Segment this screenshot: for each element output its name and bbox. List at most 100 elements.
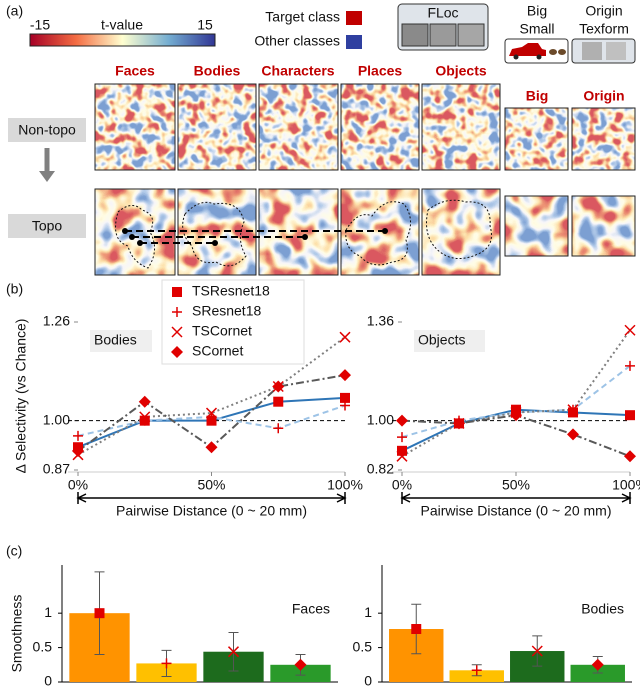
marker [411,624,421,634]
car-wheel [537,55,542,60]
column-header: Origin [583,88,624,104]
stimulus-thumb [402,24,428,46]
stimulus-label: Big [527,3,547,19]
colorbar-max: 15 [197,17,213,33]
non-topo-maps [95,84,635,170]
marker [567,428,579,440]
point [382,228,388,234]
x-tick-label: 50% [197,477,225,493]
x-axis-label: Pairwise Distance (0 ~ 20 mm) [116,503,307,519]
point [212,240,218,246]
t-map [505,196,568,256]
column-header: Bodies [194,63,241,79]
t-map [341,84,419,170]
legend-label: Other classes [254,33,340,49]
glasses-icon [558,49,566,55]
marker [95,608,105,618]
marker [625,410,635,420]
panel-label: (a) [6,3,23,19]
figure: (a) -15 t-value 15 Target class Other cl… [0,0,640,690]
stimulus-thumb [458,24,484,46]
t-map [572,108,635,170]
point [122,228,128,234]
colorbar [30,34,215,46]
y-tick-label: 1.36 [367,313,394,329]
x-tick-label: 100% [327,477,363,493]
x-axis-label: Pairwise Distance (0 ~ 20 mm) [420,503,611,519]
y-tick-label: 1.00 [43,411,70,427]
t-map [95,84,175,170]
y-tick-label: 1 [364,604,372,620]
marker [340,332,350,342]
x-tick-label: 100% [612,477,640,493]
chart-label: Faces [292,601,330,617]
t-map [422,189,500,275]
x-tick-label: 50% [502,477,530,493]
glasses-icon [549,49,557,55]
legend-swatch [346,35,362,49]
marker [625,325,635,335]
marker [397,446,407,456]
marker [139,396,151,408]
column-header: Faces [115,63,155,79]
point [137,240,143,246]
y-tick-label: 1.26 [43,313,70,329]
point [129,234,135,240]
arrow-head [39,171,55,182]
t-map [572,196,635,256]
row-label: Non-topo [18,122,76,138]
point [302,234,308,240]
legend-label: SCornet [192,343,243,359]
y-tick-label: 1.00 [367,411,394,427]
car-wheel [514,55,519,60]
marker [273,397,283,407]
x-tick-label: 0% [68,477,88,493]
stimulus-thumb [582,42,602,60]
y-axis-label: Δ Selectivity (vs Chance) [13,319,29,474]
x-tick-label: 0% [392,477,412,493]
marker [339,369,351,381]
y-tick-label: 0.87 [43,461,70,477]
marker [172,287,182,297]
column-header: Places [358,63,403,79]
t-map [505,108,568,170]
legend-label: Target class [265,9,340,25]
stimulus-label: Origin [585,3,622,19]
y-tick-label: 0.5 [353,638,373,654]
marker [273,423,283,433]
t-map [178,84,256,170]
marker [206,441,218,453]
y-tick-label: 0 [44,673,52,689]
stimulus-label: Texform [579,21,629,37]
panel-label: (b) [6,281,23,297]
marker [396,415,408,427]
series-line [402,415,630,456]
column-header: Characters [261,63,334,79]
legend-label: TSResnet18 [192,283,270,299]
y-tick-label: 0.82 [367,461,394,477]
stimulus-label: Small [519,21,554,37]
legend-swatch [346,11,362,25]
marker [73,431,83,441]
chart-label: Objects [418,332,465,348]
colorbar-label: t-value [101,17,143,33]
column-header: Big [526,88,549,104]
t-map [422,84,500,170]
y-tick-label: 0 [364,673,372,689]
y-axis-label: Smoothness [9,595,25,673]
marker [397,432,407,442]
stimulus-thumb [606,42,626,60]
y-tick-label: 1 [44,604,52,620]
colorbar-min: -15 [30,17,50,33]
chart-label: Bodies [94,332,137,348]
row-label: Topo [32,218,63,234]
legend-label: SResnet18 [192,303,261,319]
legend-label: TSCornet [192,323,252,339]
column-header: Objects [435,63,487,79]
chart-label: Bodies [581,601,624,617]
y-tick-label: 0.5 [33,638,53,654]
t-map [259,84,338,170]
topo-maps [95,189,635,275]
stimulus-thumb [430,24,456,46]
panel-label: (c) [6,543,22,559]
